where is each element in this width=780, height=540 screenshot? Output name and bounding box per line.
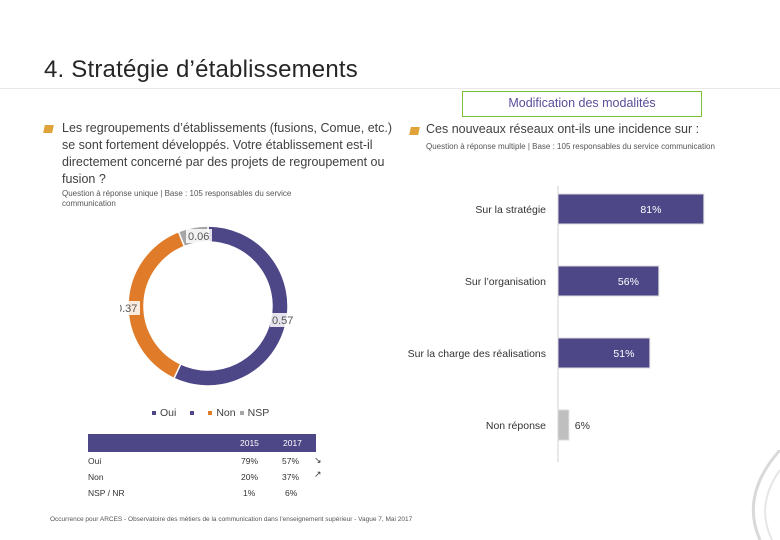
cell-2017: 6% <box>285 488 298 498</box>
right-question-text: Ces nouveaux réseaux ont-ils une inciden… <box>426 122 700 136</box>
bar <box>557 265 660 297</box>
bar <box>557 337 651 369</box>
donut-legend: Oui Non NSP <box>152 407 269 419</box>
table-row: Non 20% 37% ↗ <box>88 468 322 484</box>
legend-nsp-label: NSP <box>247 407 270 419</box>
header-2017: 2017 <box>283 438 302 448</box>
page-title: 4. Stratégie d’établissements <box>44 56 358 83</box>
table-row: Oui 79% 57% ↘ <box>88 452 322 468</box>
legend-non-label: Non <box>216 407 236 419</box>
category-label: Non réponse <box>486 420 546 432</box>
legend-swatch <box>190 411 195 415</box>
row-label: NSP / NR <box>88 488 125 498</box>
data-label-bg <box>270 313 296 327</box>
right-question-note: Question à réponse multiple | Base : 105… <box>426 142 715 151</box>
data-label: 51% <box>613 348 634 360</box>
bullet-icon <box>409 127 420 135</box>
cell-2017: 57% <box>282 456 300 466</box>
cell-2017: 37% <box>282 472 300 482</box>
bar <box>557 409 570 441</box>
data-label: 0.06 <box>188 231 209 243</box>
data-label-bg <box>120 301 140 315</box>
table-header: 2015 2017 <box>88 434 316 452</box>
legend-oui-swatch <box>152 411 156 415</box>
category-label: Sur la stratégie <box>475 204 546 216</box>
slice-oui <box>172 225 289 387</box>
bullet-icon <box>43 125 54 133</box>
row-label: Non <box>88 472 104 482</box>
category-label: Sur la charge des réalisations <box>408 348 546 360</box>
comparison-table: 2015 2017 Oui 79% 57% ↘ Non 20% 37% ↗ NS… <box>88 434 322 500</box>
table-row: NSP / NR 1% 6% <box>88 484 316 500</box>
data-label: 0.37 <box>120 303 137 315</box>
bar <box>557 193 705 225</box>
data-label: 56% <box>618 276 639 288</box>
legend-oui-label: Oui <box>160 407 177 419</box>
cell-2015: 79% <box>241 456 259 466</box>
category-label: Sur l’organisation <box>465 276 546 288</box>
legend-non-swatch <box>208 411 213 415</box>
cell-2015: 1% <box>243 488 256 498</box>
donut-chart: 0.57 0.37 0.06 <box>120 225 296 387</box>
header-2015: 2015 <box>240 438 259 448</box>
modification-badge: Modification des modalités <box>462 91 702 117</box>
trend-down-icon: ↘ <box>314 455 322 465</box>
legend-nsp-swatch <box>239 411 244 415</box>
footer-source: Occurrence pour ARCES - Observatoire des… <box>50 516 413 523</box>
left-question-note: Question à réponse unique | Base : 105 r… <box>62 189 292 208</box>
trend-up-icon: ↗ <box>314 469 322 479</box>
title-divider <box>0 88 780 89</box>
data-label-bg <box>186 229 212 243</box>
cell-2015: 20% <box>241 472 259 482</box>
bar-chart: Sur la stratégie 81% Sur l’organisation 56%… <box>408 186 705 462</box>
data-label: 81% <box>640 204 661 216</box>
data-label: 0.57 <box>272 315 293 327</box>
row-label: Oui <box>88 456 102 466</box>
data-label: 6% <box>575 420 590 432</box>
decorative-curve <box>751 450 780 540</box>
left-question-text: Les regroupements d’établissements (fusi… <box>62 121 393 186</box>
